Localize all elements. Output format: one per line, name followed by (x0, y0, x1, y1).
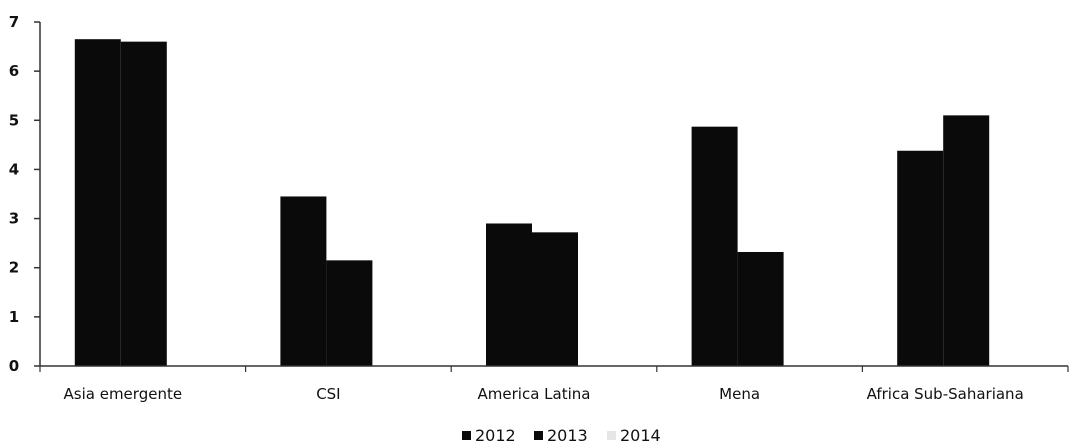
y-tick-label: 4 (9, 160, 19, 178)
bar-2012-1 (280, 196, 327, 366)
category-labels: Asia emergente CSI America Latina Mena Afric… (64, 385, 1024, 403)
category-label: Mena (719, 385, 760, 403)
bar-2013-2 (532, 232, 578, 366)
y-tick-label: 2 (9, 259, 19, 277)
category-label: America Latina (478, 385, 591, 403)
legend-swatch-2012 (462, 431, 471, 440)
bar-2013-0 (120, 41, 167, 367)
legend-label-2012: 2012 (475, 426, 516, 445)
category-label: Asia emergente (64, 385, 183, 403)
legend: 2012 2013 2014 (462, 426, 661, 445)
bars (74, 39, 990, 367)
bar-2012-0 (74, 39, 121, 366)
legend-label-2013: 2013 (547, 426, 588, 445)
bar-2013-4 (943, 115, 990, 366)
y-tick-label: 5 (9, 111, 19, 129)
x-axis-ticks (39, 366, 1069, 372)
bar-2012-2 (486, 223, 532, 366)
category-label: Africa Sub-Sahariana (867, 385, 1024, 403)
legend-swatch-2013 (534, 431, 543, 440)
y-tick-label: 6 (9, 62, 19, 80)
y-tick-label: 1 (9, 308, 19, 326)
bar-2012-4 (897, 150, 944, 366)
y-tick-label: 0 (9, 357, 19, 375)
bar-2012-3 (691, 126, 738, 366)
y-tick-label: 7 (9, 13, 19, 31)
y-axis-ticks: 0 1 2 3 4 5 6 7 (9, 13, 40, 375)
bar-2013-3 (737, 251, 784, 366)
bar-2013-1 (326, 260, 373, 366)
legend-swatch-2014 (607, 431, 616, 440)
legend-label-2014: 2014 (620, 426, 661, 445)
y-tick-label: 3 (9, 210, 19, 228)
category-label: CSI (316, 385, 340, 403)
